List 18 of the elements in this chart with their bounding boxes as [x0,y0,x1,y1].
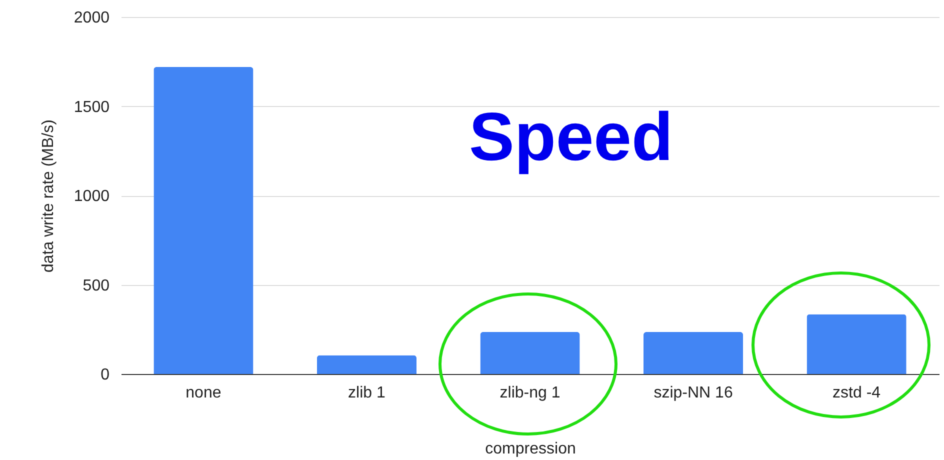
annotation: Speed [468,99,674,175]
x-tick-label: none [186,384,222,402]
y-tick-label: 1000 [74,188,110,205]
x-tick-label: zlib 1 [348,384,386,402]
y-tick-label: 2000 [74,10,110,26]
bar [643,332,744,374]
y-tick-label: 1500 [74,98,110,116]
x-tick-label: zstd -4 [832,384,881,402]
bar [316,355,417,374]
bar [154,66,254,374]
x-tick-label: szip-NN 16 [654,384,733,402]
y-tick-label: 0 [100,366,110,384]
y-axis-title: data write rate (MB/s) [40,120,57,272]
bar [480,332,580,374]
bar [806,314,906,374]
y-tick-label: 500 [82,277,110,294]
x-axis-title: compression [485,440,576,458]
x-tick-label: zlib-ng 1 [500,384,560,402]
